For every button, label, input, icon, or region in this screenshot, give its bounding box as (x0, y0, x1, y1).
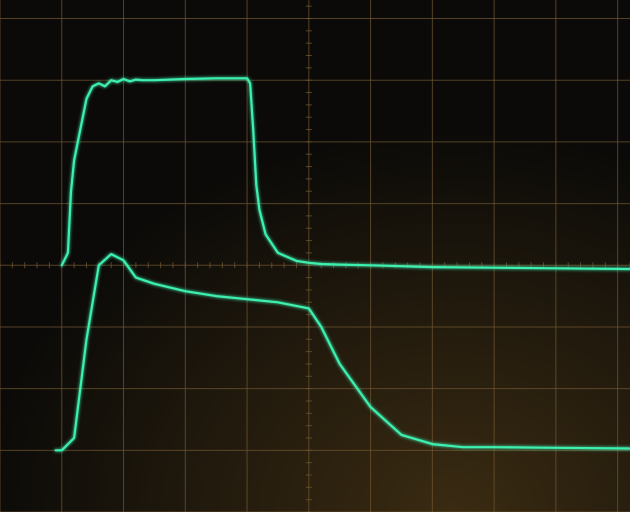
trace-2 (54, 253, 630, 452)
trace-1 (60, 77, 630, 271)
traces (54, 77, 630, 452)
